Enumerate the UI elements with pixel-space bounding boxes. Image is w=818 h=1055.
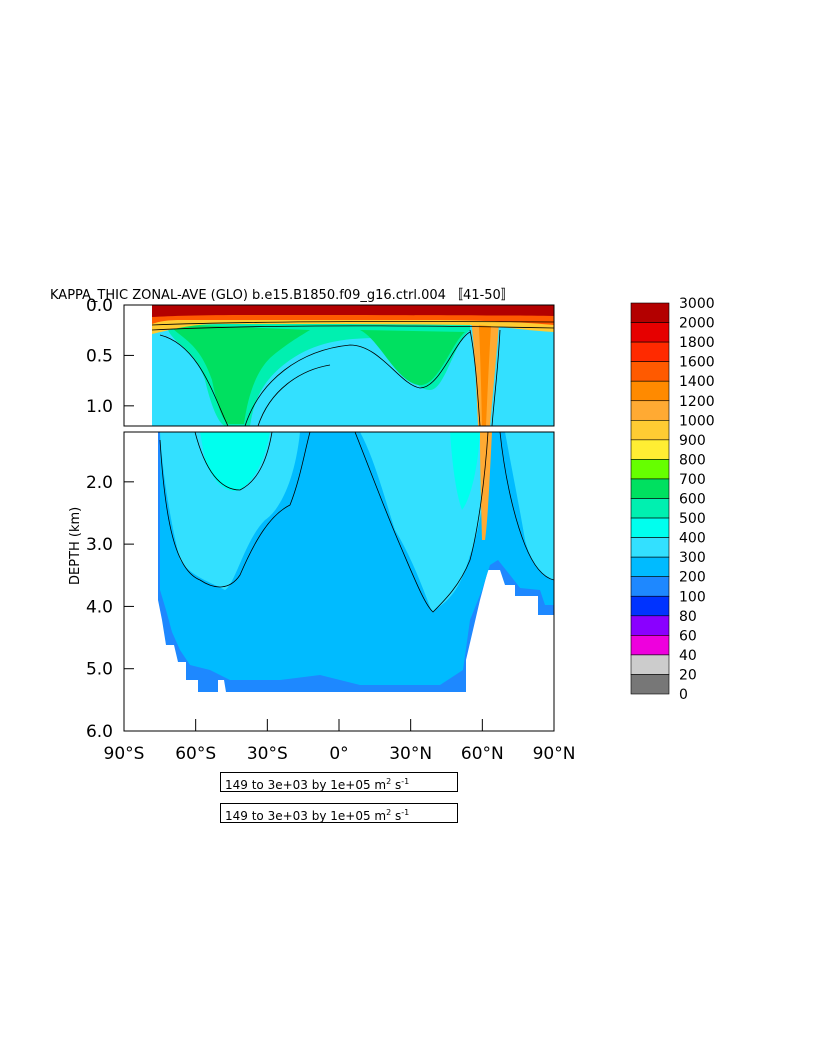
colorbar-label: 800 [679,452,706,468]
colorbar-swatch [630,595,670,617]
contour-lower-1 [159,432,311,588]
x-tick-label: 30°S [247,744,288,764]
colorbar-swatch [630,419,670,441]
field-700-800-south [172,324,310,424]
colorbar-swatch [630,517,670,538]
upper-y-tick-label: 0.0 [86,296,113,316]
levels-sup-2: -1 [401,808,410,817]
colorbar-label: 200 [679,570,706,586]
colorbar-swatch [630,576,670,597]
colorbar-swatch [630,322,670,343]
levels-info-box-2: 149 to 3e+03 by 1e+05 m2 s-1 [220,803,458,823]
field-1200-1400-north [478,312,492,426]
colorbar-label: 600 [679,492,706,508]
contour-lower-3 [194,432,554,581]
colorbar-swatch [630,361,670,382]
contour-lower-2 [354,432,489,613]
colorbar-label: 1400 [679,374,715,390]
colorbar-label: 400 [679,531,706,547]
x-tick-label: 0° [329,744,348,764]
upper-y-tick-label: 1.0 [86,397,113,417]
colorbar: 3000200018001600140012001000900800700600… [630,296,715,703]
colorbar-swatch [630,556,670,578]
lower-y-tick-label: 6.0 [86,722,113,742]
chart-title: KAPPA_THIC ZONAL-AVE (GLO) b.e15.B1850.f… [50,288,514,303]
colorbar-swatch [630,380,670,402]
colorbar-swatch [630,400,670,421]
colorbar-label: 2000 [679,316,715,332]
upper-panel-field [151,305,554,426]
colorbar-swatch [630,498,670,519]
colorbar-label: 500 [679,511,706,527]
levels-info-box-1: 149 to 3e+03 by 1e+05 m2 s-1 [220,772,458,792]
colorbar-label: 100 [679,589,706,605]
colorbar-swatch [630,615,670,636]
x-tick-label: 60°S [175,744,216,764]
field-700-800-north [360,330,465,386]
upper-panel-frame [123,304,555,427]
colorbar-label: 1800 [679,335,715,351]
field-500-600 [200,432,480,510]
levels-sup-1: 2 [386,777,392,786]
colorbar-label: 900 [679,433,706,449]
colorbar-label: 20 [679,667,697,683]
colorbar-label: 40 [679,648,697,664]
levels-mid: s [391,809,402,823]
levels-text: 149 to 3e+03 by 1e+05 m [225,809,387,823]
contour-upper-2 [151,321,554,331]
field-arctic [488,320,554,426]
x-tick-label: 90°S [104,744,145,764]
colorbar-label: 60 [679,628,697,644]
colorbar-label: 80 [679,609,697,625]
colorbar-swatch [630,459,670,480]
contour-upper-3 [257,329,501,426]
colorbar-label: 1000 [679,413,715,429]
axes: 90°S 60°S 30°S 0° 30°N 60°N 90°N 0.0 0.5 1.0 2.0 3.… [86,296,575,764]
colorbar-swatch [630,674,670,695]
colorbar-label: 700 [679,472,706,488]
levels-sup-2: -1 [401,777,410,786]
lower-y-tick-label: 4.0 [86,597,113,617]
contour-upper-1 [159,331,471,426]
upper-y-tick-label: 0.5 [86,346,113,366]
levels-text: 149 to 3e+03 by 1e+05 m [225,778,387,792]
colorbar-swatch [630,654,670,675]
colorbar-label: 300 [679,550,706,566]
x-tick-label: 90°N [533,744,576,764]
lower-y-tick-label: 2.0 [86,473,113,493]
colorbar-swatch [630,439,670,460]
colorbar-swatch [630,302,670,323]
field-3000-surface [152,305,554,317]
lower-y-tick-label: 5.0 [86,660,113,680]
field-1000-north-deep [480,432,492,540]
colorbar-swatch [630,537,670,558]
lower-y-tick-label: 3.0 [86,535,113,555]
colorbar-label: 1600 [679,355,715,371]
colorbar-label: 0 [679,687,688,703]
y-axis-label: DEPTH (km) [68,507,83,585]
levels-mid: s [391,778,402,792]
colorbar-swatch [630,341,670,362]
x-tick-label: 30°N [389,744,432,764]
levels-sup-1: 2 [386,808,392,817]
colorbar-label: 1200 [679,394,715,410]
x-tick-label: 60°N [461,744,504,764]
colorbar-swatch [630,478,670,499]
colorbar-swatch [630,635,670,656]
colorbar-label: 3000 [679,296,715,312]
lower-panel-field [158,432,554,692]
